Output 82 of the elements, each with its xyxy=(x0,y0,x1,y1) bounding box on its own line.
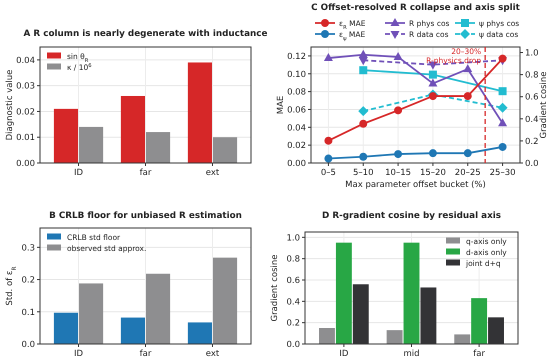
x-tick-label: far xyxy=(140,349,152,359)
x-tick-label: ID xyxy=(74,349,84,359)
point xyxy=(498,142,507,151)
bar xyxy=(212,137,238,163)
y-tick-label: 0.0 xyxy=(21,340,35,350)
y2-axis-title: Gradient cosine xyxy=(539,72,549,138)
point xyxy=(359,152,368,161)
bar xyxy=(386,330,403,344)
y-tick-label: 0.3 xyxy=(21,243,35,254)
y-tick-label: 0.8 xyxy=(286,254,300,265)
y2-tick-label: 1.0 xyxy=(525,48,539,59)
point xyxy=(394,106,402,114)
y-tick-label: 0.03 xyxy=(16,82,35,92)
y-tick-label: 0.0 xyxy=(286,340,300,350)
y-tick-label: 0.04 xyxy=(16,56,35,66)
y-tick-label: 0.02 xyxy=(287,141,306,152)
point xyxy=(394,150,402,158)
x-tick-label: mid xyxy=(403,349,420,359)
chart-title: A R column is nearly degenerate with inductance xyxy=(24,29,268,39)
x-tick-label: ID xyxy=(74,168,84,178)
y-tick-label: 0.04 xyxy=(287,123,306,134)
x-tick-label: 5–10 xyxy=(353,168,374,178)
x-tick-label: far xyxy=(473,349,486,359)
y-tick-label: 0.00 xyxy=(287,159,306,169)
chart-title: D R-gradient cosine by residual axis xyxy=(322,211,502,221)
y2-tick-label: 0.0 xyxy=(525,159,539,169)
bar xyxy=(319,328,335,344)
x-tick-label: ext xyxy=(206,349,220,359)
bar xyxy=(54,108,78,163)
bar xyxy=(188,322,212,344)
point xyxy=(464,149,472,158)
x-tick-label: 0–5 xyxy=(320,168,336,178)
x-tick-label: 10–15 xyxy=(385,168,412,178)
y-tick-label: 0.06 xyxy=(287,105,306,116)
x-tick-label: far xyxy=(140,168,152,178)
y-tick-label: 0.08 xyxy=(287,88,306,98)
x-tick-label: 25–30 xyxy=(490,168,516,178)
point xyxy=(359,120,368,128)
bar xyxy=(146,274,170,344)
bar xyxy=(79,283,104,344)
point xyxy=(324,136,332,145)
y-tick-label: 0.10 xyxy=(287,70,306,80)
y-tick-label: 0.00 xyxy=(16,159,35,169)
bar xyxy=(79,126,104,163)
y-tick-label: 0.6 xyxy=(286,276,300,286)
y-tick-label: 0.4 xyxy=(286,297,300,308)
point xyxy=(428,149,437,158)
y2-tick-label: 0.4 xyxy=(525,114,539,125)
bar xyxy=(120,318,145,344)
y-tick-label: 0.1 xyxy=(21,308,35,318)
y-tick-label: 0.2 xyxy=(286,318,300,329)
bar xyxy=(404,242,420,344)
y-axis-title: MAE xyxy=(276,96,286,114)
bar xyxy=(336,242,352,344)
chart-title: C Offset-resolved R collapse and axis split xyxy=(311,3,520,13)
y2-tick-label: 0.6 xyxy=(525,92,539,103)
y2-tick-label: 0.8 xyxy=(525,70,539,81)
x-axis-title: Max parameter offset bucket (%) xyxy=(345,180,486,190)
y-axis-title: Diagnostic value xyxy=(5,70,15,140)
x-tick-label: 15–20 xyxy=(420,168,446,178)
y-tick-label: 0.01 xyxy=(16,133,35,144)
bar xyxy=(454,334,470,344)
y-tick-label: 1.0 xyxy=(286,233,300,244)
y-axis-title: Gradient cosine xyxy=(270,254,280,322)
y-tick-label: 0.2 xyxy=(21,276,35,286)
y-tick-label: 0.02 xyxy=(16,107,35,118)
bar xyxy=(120,96,145,163)
point xyxy=(498,54,507,63)
y-tick-label: 0.12 xyxy=(287,52,306,62)
x-tick-label: ext xyxy=(206,168,220,178)
bar xyxy=(471,298,488,344)
x-tick-label: 20–25 xyxy=(454,168,481,178)
bar xyxy=(146,132,170,163)
point xyxy=(464,92,472,100)
x-tick-label: ID xyxy=(339,349,349,359)
y2-tick-label: 0.2 xyxy=(525,136,539,147)
chart-title: B CRLB floor for unbiased R estimation xyxy=(49,211,242,221)
point xyxy=(324,154,332,163)
bar xyxy=(54,312,78,344)
bar xyxy=(188,62,212,163)
point xyxy=(428,92,437,100)
bar xyxy=(212,258,238,344)
